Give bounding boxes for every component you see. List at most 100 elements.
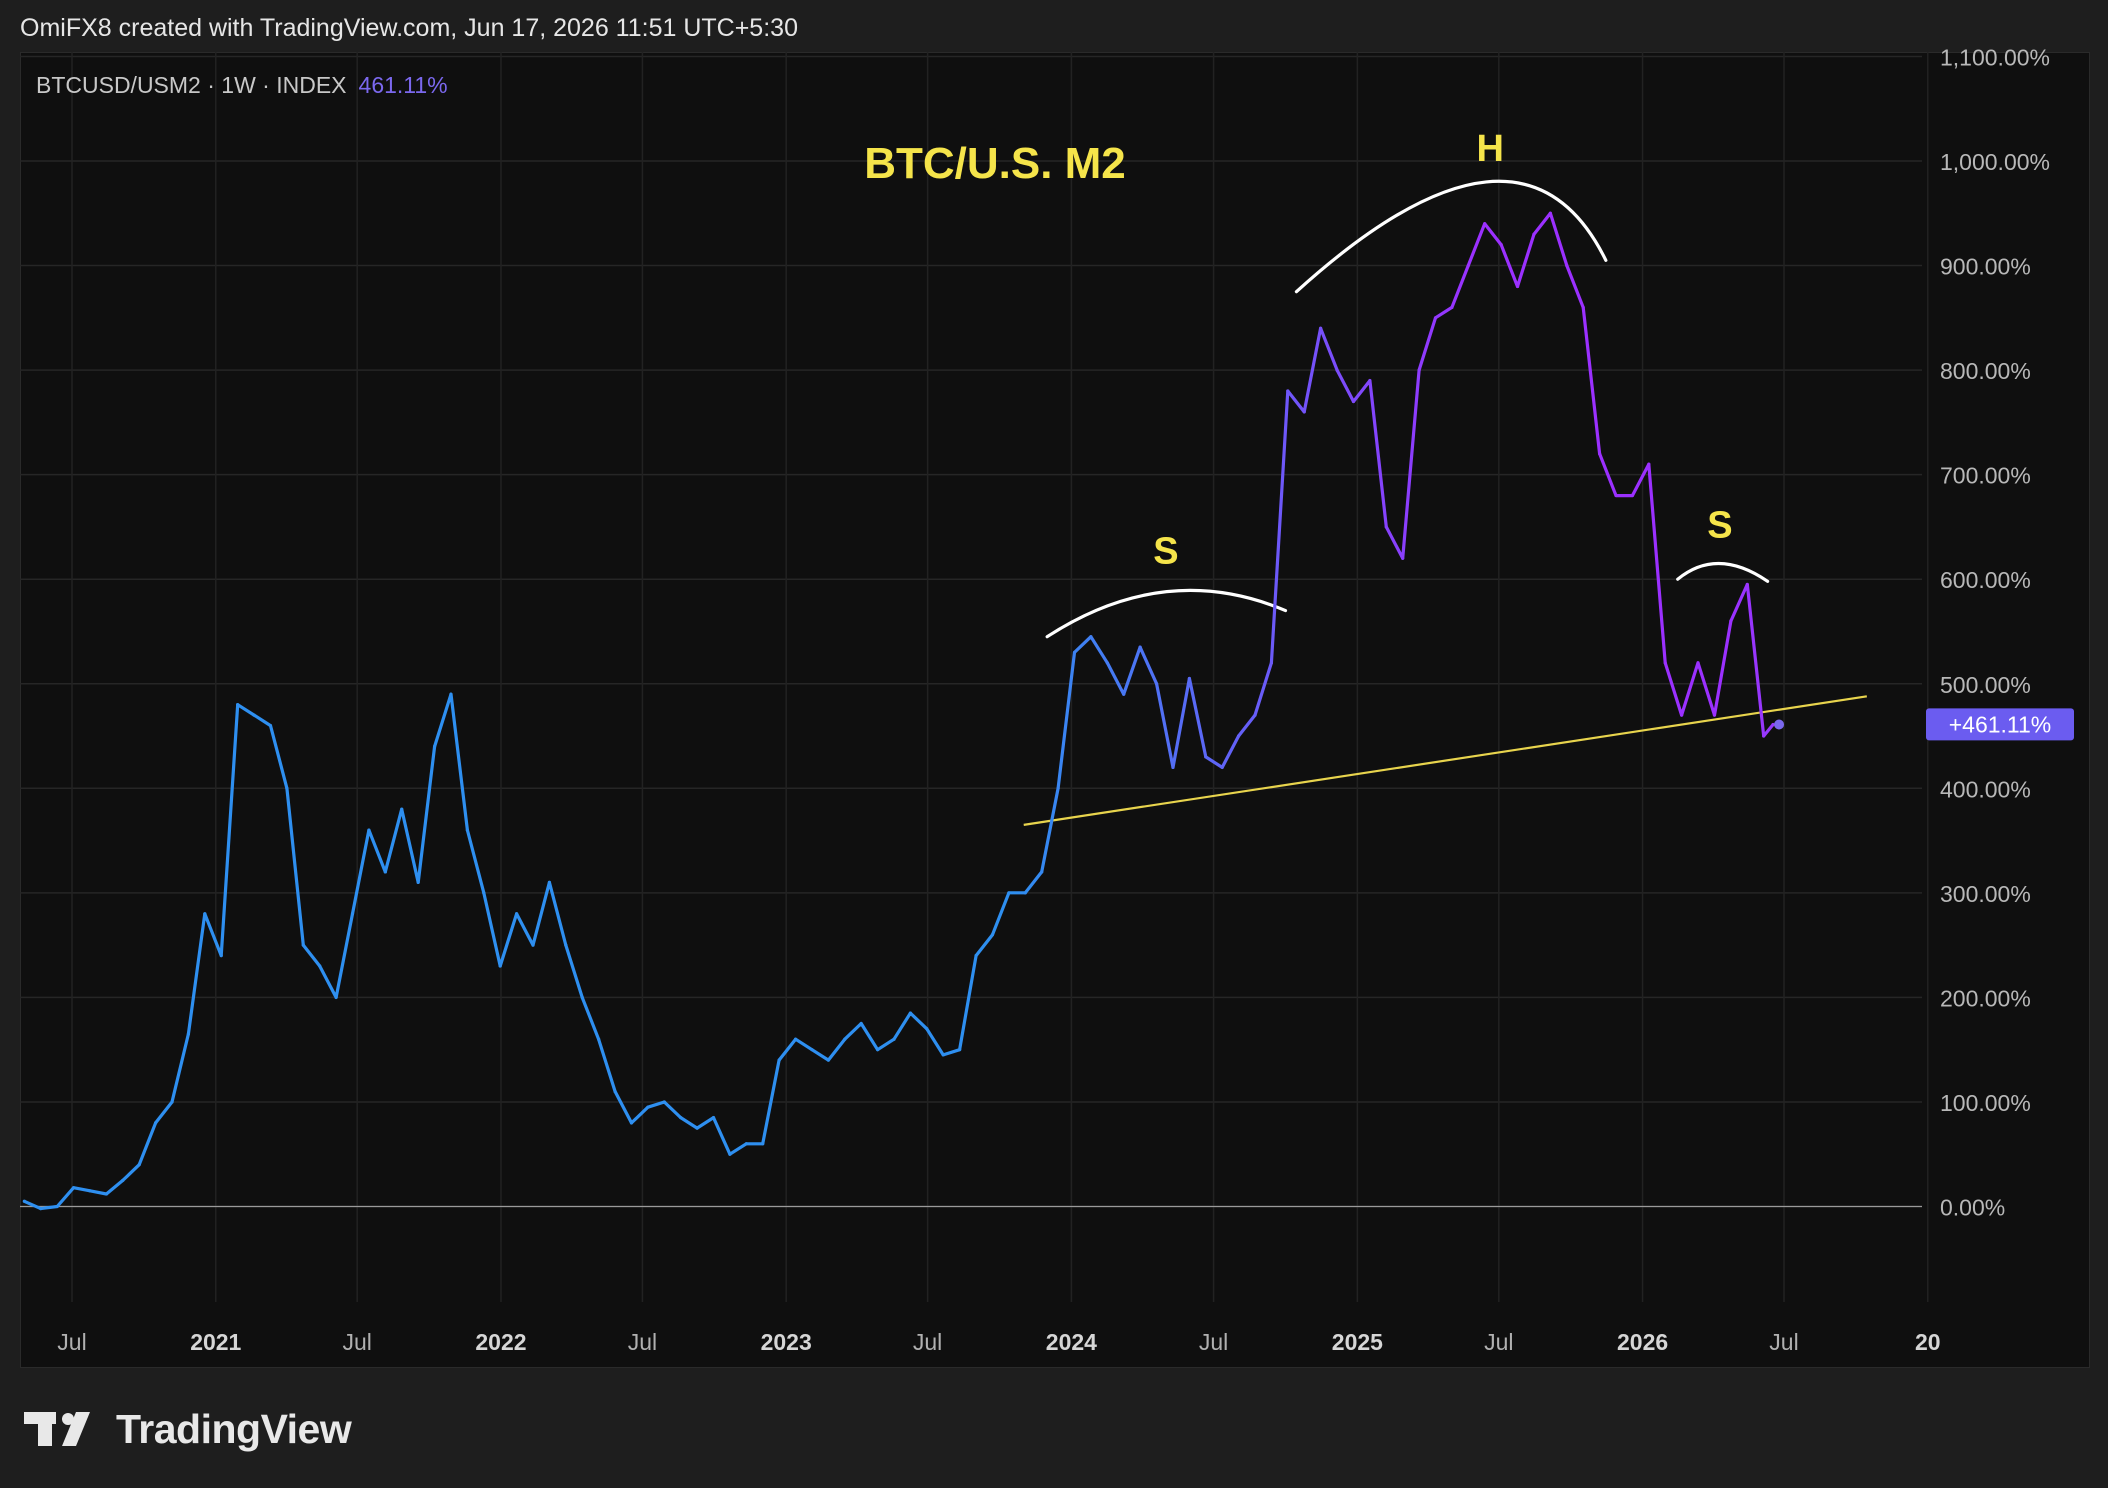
data-point xyxy=(186,1032,191,1036)
support-trendline[interactable] xyxy=(1023,695,1867,826)
y-tick-label: 1,000.00% xyxy=(1940,149,2050,175)
y-tick-label: 300.00% xyxy=(1940,881,2031,907)
y-tick-label: 400.00% xyxy=(1940,776,2031,802)
data-point xyxy=(564,943,568,947)
chart-title: BTC/U.S. M2 xyxy=(864,139,1126,188)
data-point xyxy=(301,943,305,947)
data-point xyxy=(1680,713,1684,717)
data-point xyxy=(449,692,453,696)
data-point xyxy=(170,1100,174,1104)
data-point xyxy=(859,1021,863,1026)
data-point xyxy=(941,1053,945,1057)
data-point xyxy=(531,943,535,947)
x-tick-label: Jul xyxy=(1769,1329,1798,1355)
data-point xyxy=(137,1163,141,1167)
data-point xyxy=(1351,399,1356,404)
y-tick-label: 1,100.00% xyxy=(1940,44,2050,70)
data-point xyxy=(121,1178,125,1182)
series-line-btcusd-usm2[interactable] xyxy=(23,211,1775,1211)
data-point xyxy=(1762,734,1766,738)
x-tick-label: Jul xyxy=(1484,1329,1513,1355)
data-point xyxy=(646,1105,650,1109)
data-point xyxy=(1745,582,1749,587)
tradingview-logo[interactable]: TradingView xyxy=(24,1406,352,1453)
x-tick-label: Jul xyxy=(342,1329,371,1355)
data-point xyxy=(1581,305,1585,309)
pattern-arc[interactable] xyxy=(1045,588,1288,639)
data-point xyxy=(1072,650,1077,654)
data-point xyxy=(1089,635,1093,639)
data-point xyxy=(1466,263,1470,268)
data-point xyxy=(104,1192,108,1196)
data-point xyxy=(662,1100,666,1104)
data-point xyxy=(826,1058,830,1062)
x-tick-label: 20 xyxy=(1915,1329,1941,1355)
data-point xyxy=(1286,389,1290,393)
last-price-dot xyxy=(1774,719,1785,730)
x-tick-label: 2022 xyxy=(475,1329,526,1355)
data-point xyxy=(695,1126,699,1130)
data-point xyxy=(1712,713,1717,717)
pattern-arc[interactable] xyxy=(1676,561,1770,583)
data-point xyxy=(1105,661,1109,665)
data-point xyxy=(1007,891,1011,895)
data-point xyxy=(1630,493,1635,498)
data-point xyxy=(268,723,273,728)
data-point xyxy=(990,933,995,937)
data-point xyxy=(925,1027,929,1031)
data-point xyxy=(71,1186,76,1190)
data-point xyxy=(1122,692,1126,696)
data-point xyxy=(1319,326,1323,330)
data-point xyxy=(1302,410,1306,414)
tradingview-logo-icon xyxy=(24,1411,90,1446)
chart-credit: OmiFX8 created with TradingView.com, Jun… xyxy=(20,14,798,42)
data-point xyxy=(22,1199,26,1203)
pattern-label: S xyxy=(1153,531,1178,573)
data-point xyxy=(482,891,486,895)
data-point xyxy=(498,964,502,968)
data-point xyxy=(793,1037,798,1041)
data-point xyxy=(367,828,371,832)
data-point xyxy=(1220,765,1224,769)
data-point xyxy=(1499,243,1503,247)
data-point xyxy=(1433,316,1438,320)
data-point xyxy=(39,1206,43,1211)
data-point xyxy=(958,1048,962,1052)
data-point xyxy=(154,1121,158,1125)
data-point xyxy=(1269,661,1274,665)
data-point xyxy=(1023,891,1027,895)
data-point xyxy=(203,912,207,916)
data-point xyxy=(810,1048,814,1052)
data-point xyxy=(1663,661,1667,665)
data-point xyxy=(843,1037,847,1041)
y-tick-label: 0.00% xyxy=(1940,1195,2005,1221)
legend-value: 461.11% xyxy=(358,72,448,98)
data-point xyxy=(236,703,240,707)
symbol-label: BTCUSD/USM2 · 1W · INDEX xyxy=(36,72,347,98)
data-point xyxy=(1548,211,1552,215)
x-tick-label: Jul xyxy=(628,1329,657,1355)
badge-text: +461.11% xyxy=(1949,711,2052,737)
pattern-arc[interactable] xyxy=(1294,179,1608,294)
data-point xyxy=(629,1121,634,1125)
data-point xyxy=(1187,676,1191,681)
y-tick-label: 500.00% xyxy=(1940,672,2031,698)
y-tick-label: 900.00% xyxy=(1940,254,2031,280)
data-point xyxy=(515,912,519,916)
x-tick-label: 2023 xyxy=(761,1329,812,1355)
data-point xyxy=(1236,734,1241,738)
data-point xyxy=(1696,661,1700,665)
data-point xyxy=(597,1037,601,1041)
data-point xyxy=(892,1037,896,1041)
data-point xyxy=(613,1089,617,1094)
data-point xyxy=(1138,645,1142,649)
series-layer xyxy=(22,211,1785,1211)
data-point xyxy=(1056,786,1060,790)
data-point xyxy=(744,1142,748,1146)
y-tick-label: 200.00% xyxy=(1940,985,2031,1011)
data-point xyxy=(1171,765,1175,769)
data-point xyxy=(334,995,338,1000)
data-point xyxy=(55,1204,59,1209)
data-point xyxy=(547,880,552,884)
